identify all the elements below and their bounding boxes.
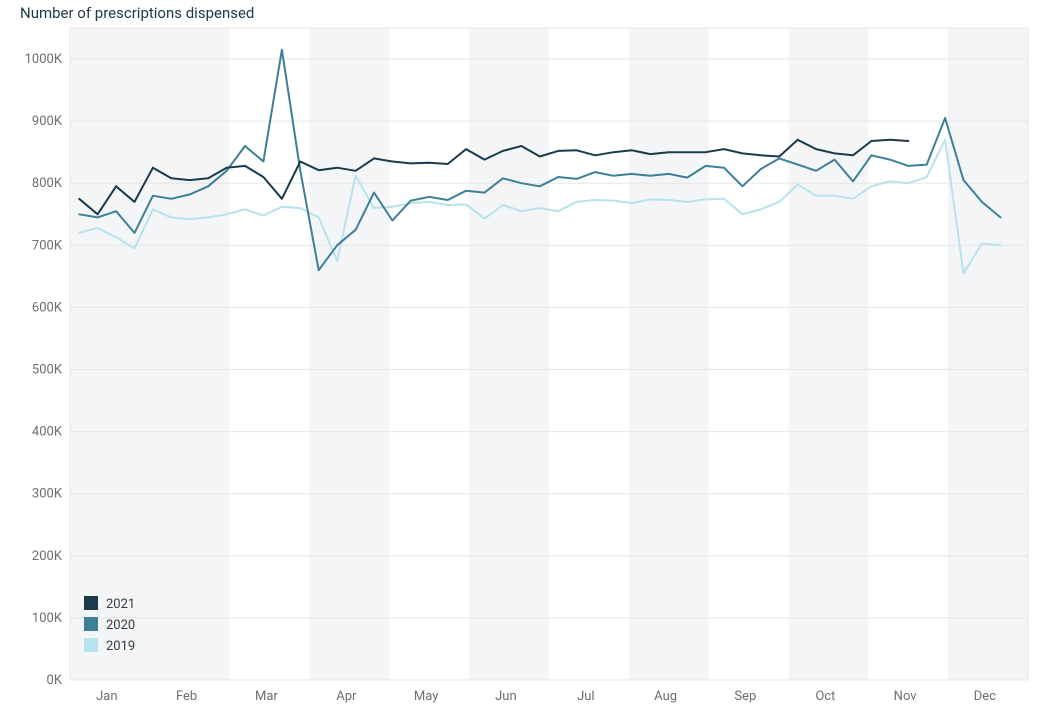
y-axis-tick-label: 800K	[32, 176, 63, 191]
legend-swatch-2021	[84, 596, 98, 610]
y-axis-tick-label: 0K	[47, 673, 63, 688]
x-axis-tick-label: Dec	[974, 689, 996, 704]
chart-container: Number of prescriptions dispensed 0K 100K…	[0, 0, 1038, 712]
month-band	[629, 28, 709, 680]
y-axis-tick-label: 500K	[32, 363, 63, 378]
month-band	[70, 28, 150, 680]
x-axis-tick-label: Oct	[815, 689, 835, 704]
y-axis-tick-label: 300K	[32, 487, 63, 502]
legend-label-2019: 2019	[106, 639, 135, 654]
x-axis-tick-label: Nov	[894, 689, 918, 704]
legend-swatch-2020	[84, 617, 98, 631]
y-axis-tick-label: 700K	[32, 238, 63, 253]
y-axis-tick-label: 1000K	[25, 52, 63, 67]
x-axis-tick-label: Apr	[336, 689, 357, 704]
x-axis-tick-label: May	[414, 689, 438, 704]
x-axis-tick-label: Feb	[176, 689, 197, 704]
y-axis-tick-label: 100K	[32, 611, 63, 626]
month-band	[948, 28, 1028, 680]
month-band	[310, 28, 390, 680]
month-band	[150, 28, 230, 680]
line-chart: 0K 100K 200K 300K 400K 500K 600K 700K 800K 900K 10…	[0, 0, 1038, 712]
legend-swatch-2019	[84, 638, 98, 652]
x-axis-tick-label: Sep	[734, 689, 756, 704]
month-band	[469, 28, 549, 680]
chart-title: Number of prescriptions dispensed	[20, 4, 254, 22]
legend-label-2020: 2020	[106, 618, 135, 633]
y-axis-tick-label: 400K	[32, 425, 63, 440]
y-axis-tick-label: 200K	[32, 549, 63, 564]
legend-label-2021: 2021	[106, 597, 135, 612]
x-axis-tick-label: Aug	[654, 689, 677, 704]
x-axis-tick-label: Jul	[577, 689, 595, 704]
y-axis-tick-label: 600K	[32, 300, 63, 315]
y-axis-tick-label: 900K	[32, 114, 63, 129]
x-axis-tick-label: Mar	[255, 689, 278, 704]
x-axis-tick-label: Jan	[96, 689, 117, 704]
x-axis-tick-label: Jun	[495, 689, 517, 704]
month-band	[789, 28, 869, 680]
